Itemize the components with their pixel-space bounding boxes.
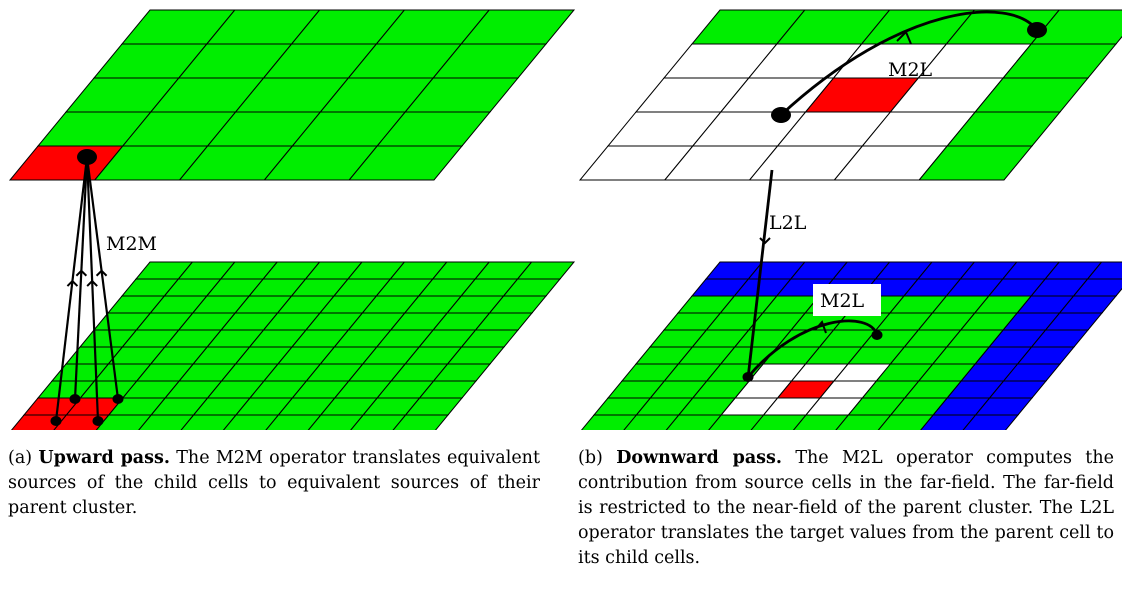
grid-cell bbox=[1086, 261, 1122, 280]
source-dot bbox=[871, 330, 883, 340]
source-dot bbox=[1027, 22, 1047, 38]
source-dot bbox=[50, 416, 62, 426]
m2l-label-box bbox=[813, 284, 881, 316]
child-level-grid bbox=[580, 261, 1122, 430]
grid-cell bbox=[516, 261, 576, 280]
arrowhead bbox=[95, 269, 108, 277]
panel-b-downward-pass: M2L L2L M2L bbox=[578, 9, 1122, 430]
m2l-label-top: M2L bbox=[888, 59, 933, 81]
caption-b-text: The M2L operator computes the contributi… bbox=[578, 448, 1114, 568]
m2l-label-bottom: M2L bbox=[820, 290, 865, 312]
caption-a-title: Upward pass. bbox=[38, 448, 170, 468]
source-dot bbox=[771, 107, 791, 123]
grid-cell bbox=[460, 9, 576, 45]
fmm-passes-figure: M2M M2L L2L M2L bbox=[8, 9, 1122, 430]
source-dot bbox=[112, 394, 124, 404]
source-dot bbox=[92, 416, 104, 426]
m2l-arrow-bottom bbox=[746, 319, 879, 378]
m2m-arrow bbox=[85, 156, 100, 422]
arrowhead bbox=[75, 269, 88, 277]
m2m-arrow bbox=[54, 156, 89, 422]
caption-b-tag: (b) bbox=[578, 448, 603, 468]
caption-a: (a) Upward pass. The M2M operator transl… bbox=[8, 446, 540, 521]
grid-cell bbox=[1030, 9, 1122, 45]
grid-cell bbox=[1072, 278, 1122, 297]
parent-level-grid bbox=[8, 9, 576, 181]
parent-level-grid bbox=[578, 9, 1122, 181]
child-level-grid bbox=[10, 261, 576, 430]
l2l-arrow bbox=[746, 169, 774, 379]
m2m-arrows bbox=[50, 149, 124, 426]
m2m-arrow bbox=[85, 156, 120, 400]
source-dot bbox=[69, 394, 81, 404]
caption-b: (b) Downward pass. The M2L operator comp… bbox=[578, 446, 1114, 571]
panel-a-upward-pass: M2M bbox=[8, 9, 576, 430]
arrowhead bbox=[66, 279, 79, 287]
m2l-arrow-top bbox=[780, 10, 1039, 117]
arrowhead bbox=[759, 237, 771, 245]
source-dot bbox=[77, 149, 97, 165]
arrowhead bbox=[896, 30, 912, 45]
m2m-arrow bbox=[73, 156, 89, 400]
translation-arrows bbox=[742, 10, 1047, 382]
caption-a-tag: (a) bbox=[8, 448, 33, 468]
l2l-label: L2L bbox=[769, 212, 807, 234]
caption-b-title: Downward pass. bbox=[616, 448, 782, 468]
arrowhead bbox=[814, 320, 827, 334]
caption-a-text: The M2M operator translates equivalent s… bbox=[8, 448, 540, 518]
arrowhead bbox=[86, 279, 98, 287]
source-dot bbox=[742, 372, 754, 382]
m2m-label: M2M bbox=[106, 233, 157, 255]
